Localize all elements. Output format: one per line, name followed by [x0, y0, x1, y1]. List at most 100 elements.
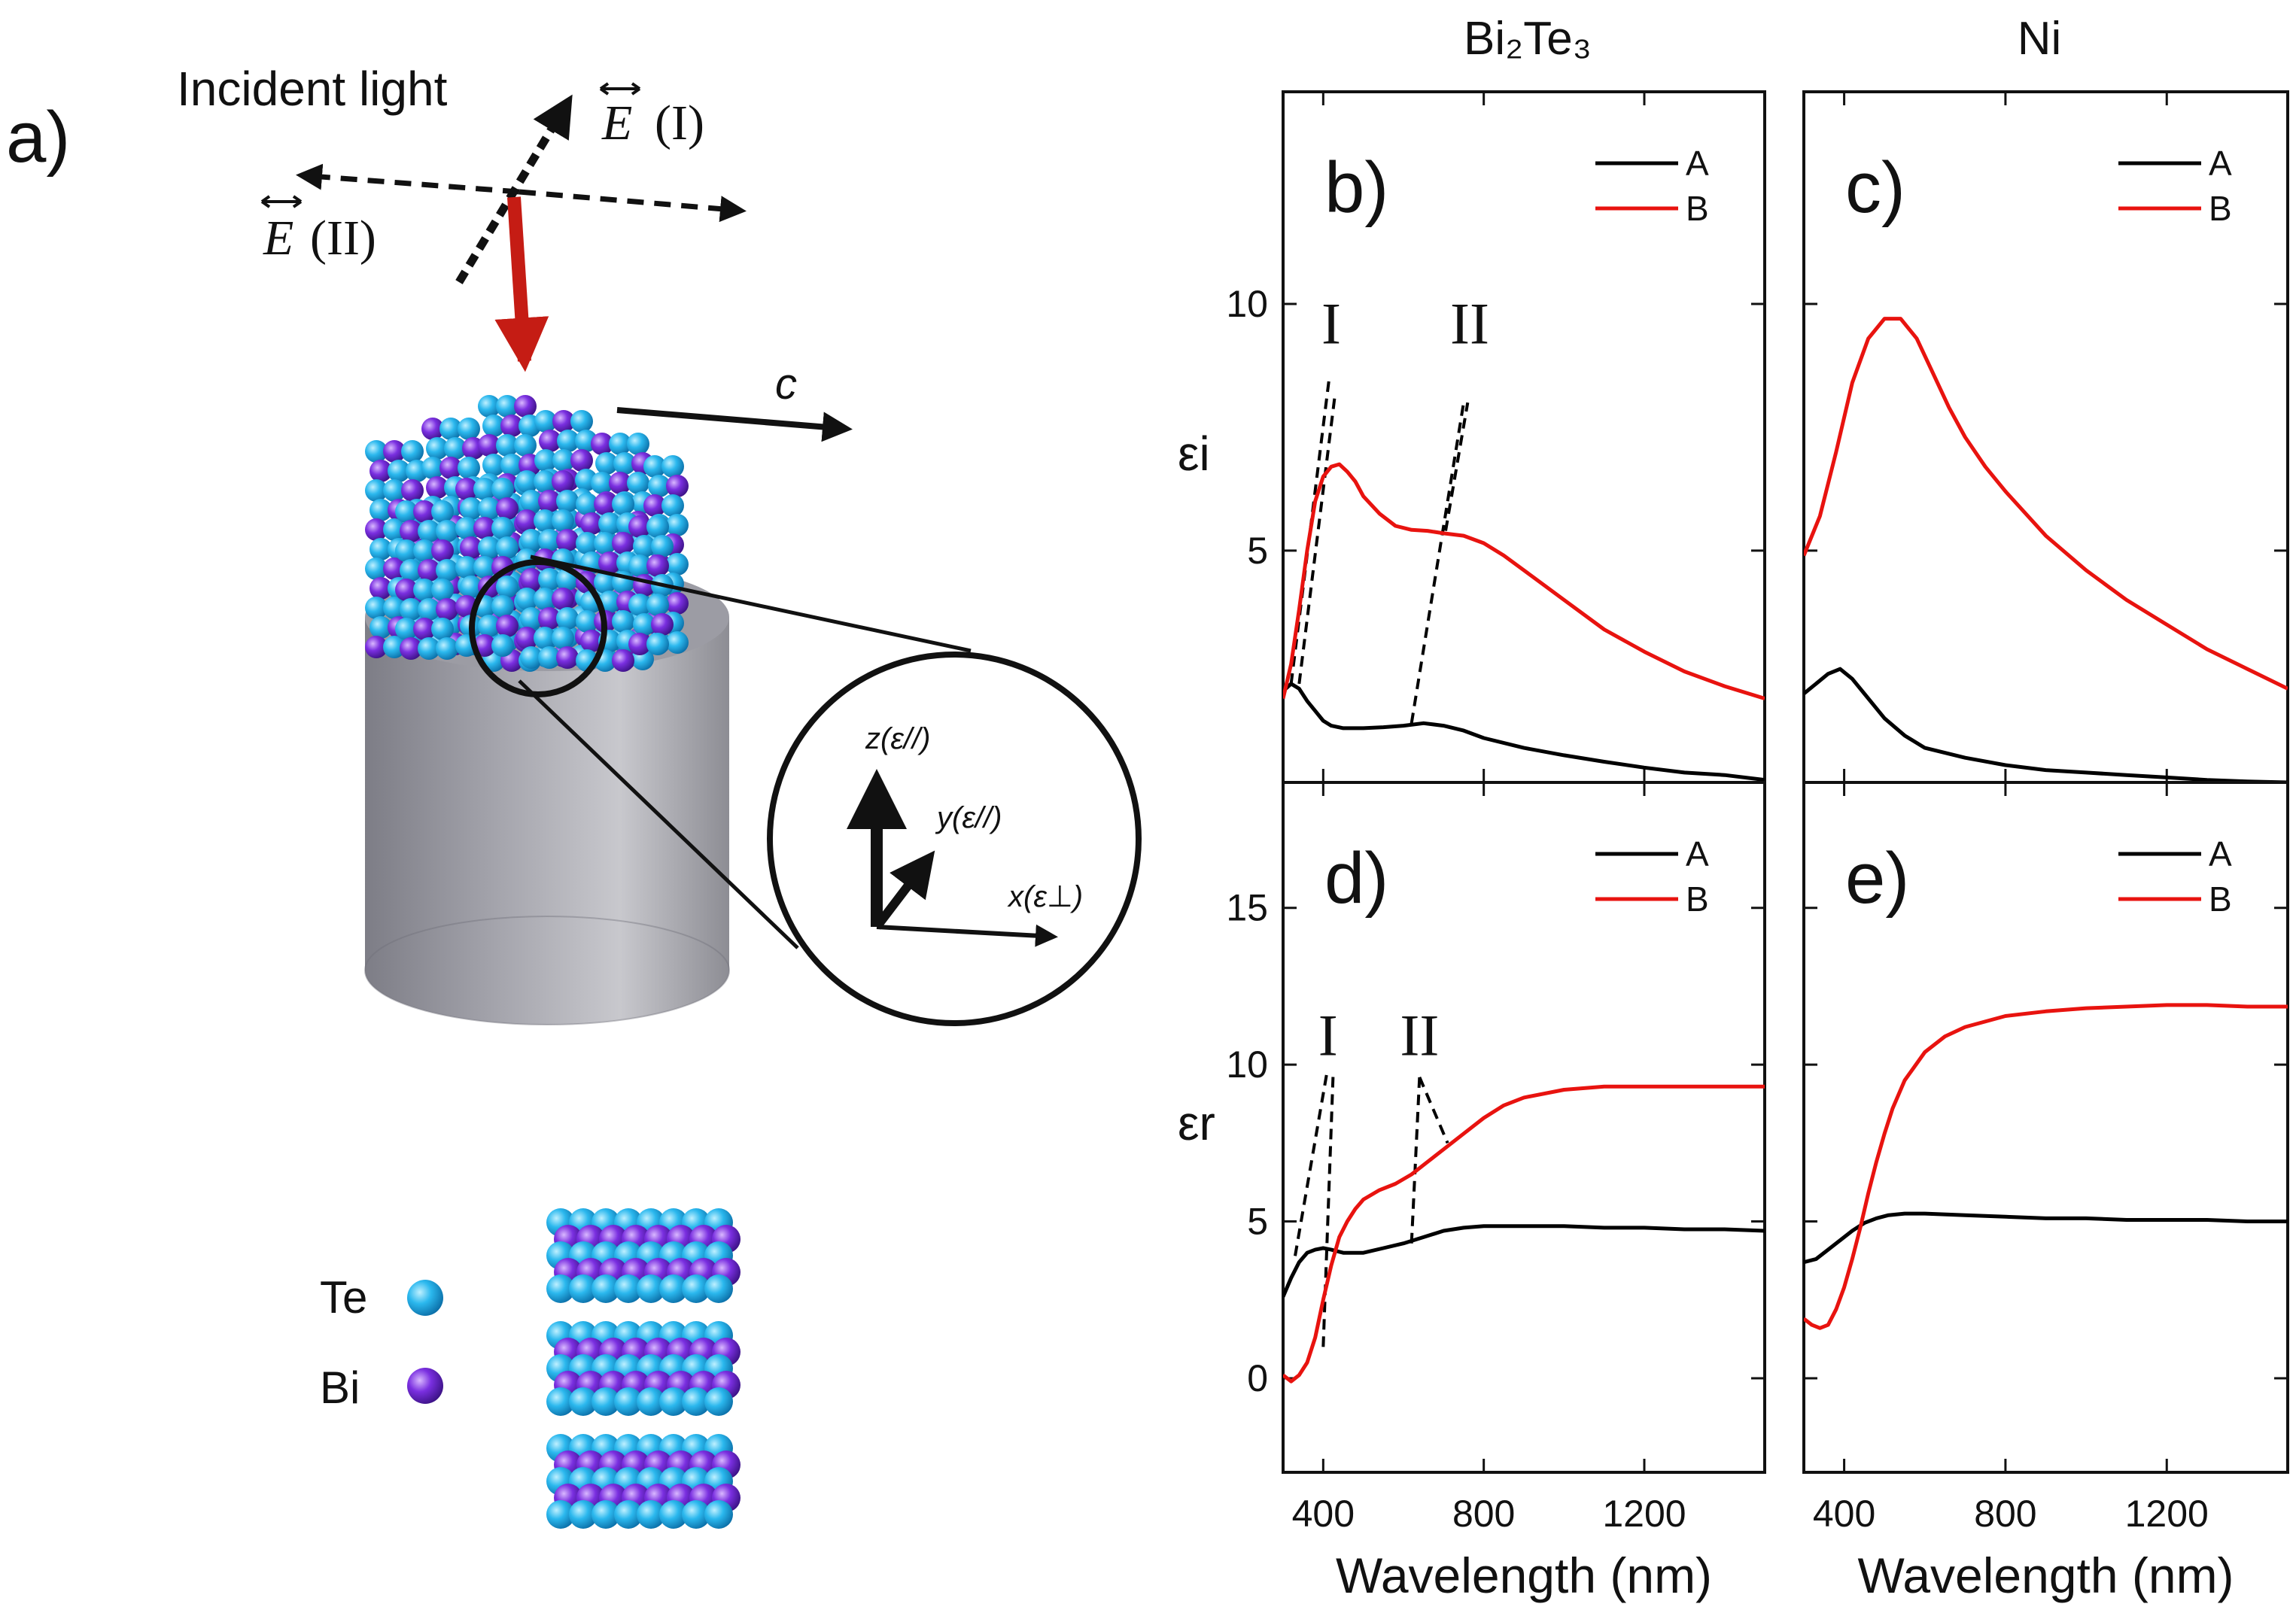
x-tick-label: 400: [1292, 1493, 1355, 1535]
y-tick-label: 15: [1226, 887, 1268, 929]
x-axis-arrow: [876, 924, 1058, 947]
bi-atom: [520, 568, 543, 591]
e-field-2-label: E (II): [260, 195, 376, 266]
te-atom: [534, 470, 556, 493]
bi-atom: [496, 615, 519, 637]
te-atom: [546, 1274, 575, 1303]
legend-label-B: B: [2209, 879, 2232, 919]
bi-atom: [369, 577, 392, 600]
ylabel-epsilon-r: εr: [1178, 1096, 1215, 1150]
y-tick-label: 10: [1226, 1043, 1268, 1086]
te-atom: [500, 454, 523, 476]
te-atom: [591, 472, 613, 494]
te-atom: [383, 479, 406, 502]
panel-label-b: b): [1324, 147, 1388, 228]
legend-bi-label: Bi: [320, 1362, 360, 1413]
te-atom: [400, 559, 422, 582]
y-tick-label: 10: [1226, 283, 1268, 325]
te-atom: [612, 610, 634, 633]
bi-atom: [365, 636, 388, 658]
nanowire-atom-bundle: [365, 395, 689, 672]
bi-atom: [594, 493, 616, 515]
series-B-line: [1283, 462, 1765, 700]
te-atom: [534, 410, 557, 433]
bi-atom: [628, 515, 651, 538]
te-atom: [413, 579, 436, 601]
te-atom: [496, 576, 519, 598]
te-atom: [455, 517, 478, 539]
te-atom: [436, 559, 458, 582]
te-atom: [534, 509, 556, 532]
x-tick-label: 1200: [1602, 1493, 1686, 1535]
series-A-line: [1804, 1211, 2288, 1265]
te-atom: [627, 433, 649, 455]
transition-guide-line: [1418, 1077, 1449, 1144]
te-atom: [591, 1387, 620, 1416]
te-atom: [426, 437, 449, 460]
zoom-circle-large: [767, 652, 1142, 1026]
te-atom: [557, 430, 579, 452]
te-atom: [369, 616, 392, 639]
x-axis-label: x(ε⊥): [1007, 880, 1083, 913]
x-tick-label: 400: [1813, 1493, 1875, 1535]
te-atom: [478, 497, 500, 520]
te-atom: [569, 1500, 598, 1529]
bi-atom: [552, 588, 574, 610]
bi-atom: [552, 410, 575, 433]
legend-label-A: A: [2209, 144, 2232, 183]
legend-bi-swatch: [407, 1368, 443, 1404]
bi-atom: [538, 490, 561, 512]
column-title-ni: Ni: [2018, 13, 2062, 65]
te-atom: [369, 538, 392, 560]
te-atom: [661, 455, 684, 478]
te-atom: [534, 449, 557, 472]
c-axis-label: c: [775, 360, 797, 409]
te-atom: [478, 395, 500, 418]
panel-a: a) Incident light E (I) E (II) c: [6, 62, 1142, 1529]
bi-atom: [436, 598, 458, 621]
bi-atom: [500, 415, 523, 437]
te-atom: [538, 568, 561, 591]
e-field-2-double-arrow-icon: [260, 195, 303, 208]
bi-atom: [426, 476, 449, 499]
te-atom: [444, 437, 467, 460]
y-axis-label: y(ε//): [935, 801, 1002, 834]
e-field-1-double-arrow-icon: [599, 82, 641, 96]
bi-atom: [383, 557, 406, 580]
te-atom: [570, 410, 593, 433]
x-axis-title: Wavelength (nm): [1336, 1548, 1712, 1603]
te-atom: [491, 478, 514, 500]
bi-atom: [413, 500, 436, 523]
te-atom: [682, 1274, 710, 1303]
bi-atom: [515, 627, 538, 649]
te-atom: [659, 1387, 688, 1416]
e-field-1-symbol: E: [601, 96, 632, 150]
te-atom: [365, 479, 388, 502]
y-tick-label: 0: [1247, 1357, 1268, 1399]
y-axis-arrow: [873, 850, 935, 930]
te-atom: [591, 1274, 620, 1303]
legend-label-B: B: [2209, 189, 2232, 228]
te-atom: [369, 499, 392, 521]
te-atom: [651, 535, 674, 557]
te-atom: [612, 493, 634, 515]
plot-frame: [1282, 781, 1766, 1474]
bi-atom: [400, 637, 422, 660]
te-atom: [659, 1274, 688, 1303]
te-atom: [637, 1387, 665, 1416]
te-atom: [436, 520, 458, 542]
transition-guide-line: [1410, 402, 1465, 724]
te-atom: [614, 1274, 643, 1303]
bi-atom: [591, 433, 613, 455]
te-atom: [418, 637, 440, 660]
bi-atom: [570, 449, 593, 472]
te-atom: [496, 434, 519, 457]
quintuple-layer-stacks: [546, 1208, 740, 1529]
te-atom: [439, 418, 462, 440]
bi-atom: [413, 618, 436, 640]
e-field-2-symbol: E: [263, 211, 293, 266]
bi-atom: [421, 418, 444, 440]
te-atom: [388, 460, 410, 482]
te-atom: [633, 535, 655, 557]
